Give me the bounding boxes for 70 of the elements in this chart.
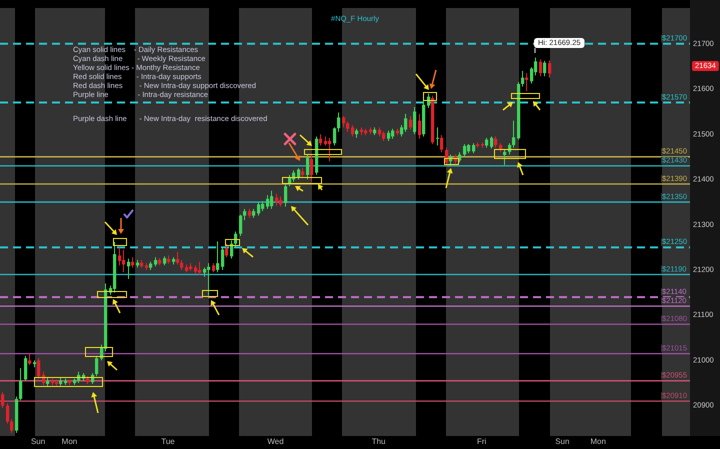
candlestick	[494, 136, 498, 148]
x-tick-label: Sun	[30, 437, 46, 446]
candlestick	[404, 113, 408, 132]
candlestick	[512, 120, 516, 148]
candlestick	[391, 128, 394, 140]
candlestick	[346, 121, 350, 132]
candlestick	[154, 256, 158, 267]
candlestick	[490, 136, 494, 150]
candlestick	[10, 418, 14, 434]
candlestick	[521, 70, 524, 88]
candlestick	[310, 154, 314, 182]
candlestick	[548, 60, 552, 78]
candlestick	[239, 214, 242, 237]
candlestick	[351, 124, 354, 137]
candlestick	[337, 112, 340, 132]
x-tick-label: Fri	[476, 437, 487, 446]
candlestick	[266, 194, 270, 210]
candlestick	[127, 258, 130, 280]
x-tick-label: Thu	[372, 437, 386, 446]
candlestick	[212, 262, 216, 273]
x-tick-label: Mon	[62, 437, 78, 446]
x-tick-label: Wed	[267, 437, 284, 446]
candlestick	[180, 259, 184, 270]
candlestick	[252, 208, 256, 218]
candlestick	[1, 392, 4, 408]
candlestick	[176, 251, 180, 266]
candlestick	[216, 240, 220, 273]
candlestick	[319, 134, 322, 146]
candlestick	[463, 144, 466, 158]
candlestick	[440, 134, 444, 153]
candlestick	[284, 183, 288, 208]
candlestick	[118, 246, 122, 266]
candlestick	[355, 128, 358, 138]
candlestick	[257, 202, 260, 216]
candlestick	[279, 196, 282, 208]
candlestick	[221, 246, 224, 270]
candlestick	[378, 126, 382, 137]
candlestick	[163, 256, 166, 266]
candlestick	[203, 267, 206, 278]
candlestick	[297, 168, 300, 180]
candlestick	[131, 256, 134, 268]
candlestick	[333, 126, 336, 146]
candlestick	[485, 137, 488, 148]
candlestick	[225, 243, 228, 258]
candlestick	[301, 168, 304, 178]
candlestick	[525, 72, 528, 92]
x-tick-label: Tue	[161, 437, 176, 446]
candlestick	[270, 190, 274, 210]
candlestick	[6, 402, 10, 424]
candlestick	[275, 193, 278, 206]
candlestick	[467, 144, 470, 154]
candlestick	[37, 358, 40, 380]
candlestick	[418, 113, 422, 140]
candlestick	[95, 355, 98, 377]
candlestick	[413, 106, 416, 135]
candlestick	[472, 142, 476, 154]
candlestick	[248, 208, 252, 218]
candlestick	[122, 249, 126, 273]
candlestick	[539, 59, 542, 77]
candlestick	[261, 200, 264, 212]
candlestick	[436, 126, 440, 146]
candlestick	[409, 116, 412, 130]
x-tick-label: Mon	[590, 437, 606, 446]
candlestick	[24, 355, 28, 382]
candlestick	[19, 368, 22, 401]
x-tick-label: Sun	[555, 437, 570, 446]
candlestick	[543, 60, 546, 77]
candlestick	[243, 208, 246, 221]
candlestick	[306, 154, 310, 180]
candlestick	[342, 116, 346, 128]
